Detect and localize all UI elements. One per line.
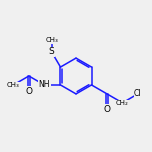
Text: Cl: Cl [134, 89, 142, 98]
Text: CH₃: CH₃ [7, 82, 20, 88]
Text: O: O [25, 87, 32, 96]
Text: CH₃: CH₃ [45, 37, 58, 43]
Text: CH₂: CH₂ [116, 100, 129, 106]
Text: S: S [49, 47, 54, 56]
Text: NH: NH [39, 80, 50, 90]
Text: O: O [104, 105, 111, 114]
